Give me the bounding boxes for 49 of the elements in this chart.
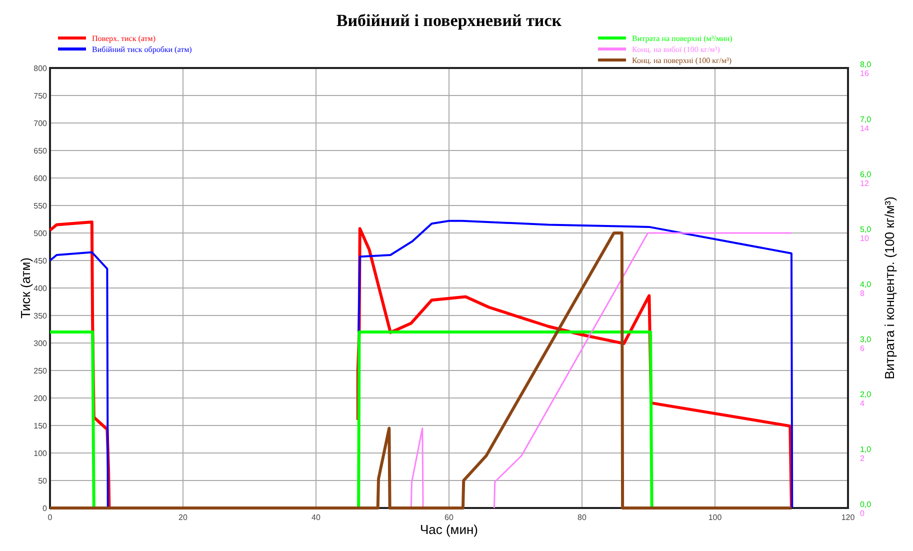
y-tick-label: 650 (34, 146, 48, 156)
legend-label: Конц. на вибої (100 кг/м³) (632, 45, 720, 54)
y-tick-label: 700 (34, 119, 48, 128)
x-tick-label: 100 (708, 513, 722, 522)
y-tick-label: 100 (34, 449, 48, 458)
y-tick-label: 50 (38, 476, 48, 486)
y-tick-label: 550 (34, 202, 48, 210)
y-tick-label: 200 (34, 394, 48, 403)
y2-tick-label: 8,0 (860, 60, 872, 69)
legend-label: Вибійний тиск обробки (атм) (92, 45, 192, 54)
y3-tick-label: 6 (860, 344, 865, 353)
x-tick-label: 20 (178, 513, 188, 522)
y-tick-label: 0 (42, 504, 48, 513)
y2-tick-label: 2,0 (860, 390, 872, 399)
legend-label: Витрата на поверхні (м³/мин) (632, 34, 733, 43)
x-tick-label: 40 (312, 513, 321, 522)
y2-tick-label: 6,0 (860, 170, 872, 179)
x-tick-label: 60 (444, 513, 454, 522)
chart-title: Вибійний і поверхневий тиск (336, 11, 562, 30)
y2-tick-label: 1,0 (860, 445, 872, 454)
y3-tick-label: 10 (860, 234, 870, 243)
y2-tick-label: 7,0 (860, 115, 872, 124)
x-tick-label: 80 (578, 513, 587, 522)
y2-axis-title: Витрата і концентр. (100 кг/м³) (882, 196, 897, 380)
y2-tick-label: 4,0 (860, 280, 872, 289)
y-tick-label: 450 (34, 256, 48, 266)
x-tick-label: 120 (841, 513, 856, 522)
y-tick-label: 400 (34, 284, 48, 293)
legend-label: Поверх. тиск (атм) (92, 34, 156, 43)
y-axis-title: Тиск (атм) (18, 258, 33, 318)
y-tick-label: 300 (34, 339, 48, 348)
y3-tick-label: 2 (860, 454, 865, 463)
y3-tick-label: 14 (860, 124, 870, 133)
y-tick-label: 350 (34, 312, 48, 320)
y-tick-label: 500 (34, 229, 48, 238)
y3-tick-label: 12 (860, 179, 870, 188)
y-tick-label: 150 (34, 422, 48, 430)
y3-tick-label: 8 (860, 289, 865, 298)
y2-tick-label: 5,0 (860, 225, 872, 234)
y3-tick-label: 16 (860, 69, 870, 78)
legend-label: Конц. на поверхні (100 кг/м³) (632, 56, 732, 65)
y-tick-label: 750 (34, 92, 48, 100)
y2-tick-label: 0,0 (860, 500, 872, 509)
y-tick-label: 600 (34, 174, 48, 183)
y3-tick-label: 4 (860, 399, 865, 408)
x-axis-title: Час (мин) (420, 522, 478, 537)
y-tick-label: 800 (34, 64, 48, 73)
y-tick-label: 250 (34, 366, 48, 376)
y2-tick-label: 3,0 (860, 335, 872, 344)
